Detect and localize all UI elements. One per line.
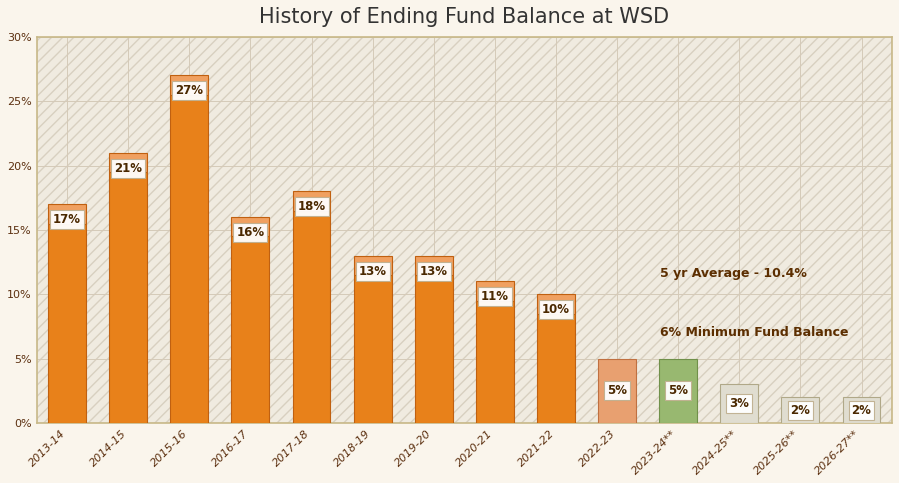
Text: 11%: 11% <box>481 290 509 303</box>
Text: 2%: 2% <box>790 404 810 417</box>
Bar <box>353 275 392 423</box>
Bar <box>37 37 892 423</box>
Bar <box>292 191 331 211</box>
Bar <box>414 256 453 275</box>
Bar <box>353 256 392 275</box>
Bar <box>720 384 758 423</box>
Bar <box>110 172 147 423</box>
Text: 21%: 21% <box>114 162 142 175</box>
Text: 27%: 27% <box>175 85 203 98</box>
Bar <box>49 224 86 423</box>
Bar <box>231 217 270 236</box>
Text: 13%: 13% <box>420 265 448 278</box>
Text: 17%: 17% <box>53 213 81 226</box>
Bar <box>231 236 270 423</box>
Bar <box>171 75 209 95</box>
Bar <box>842 398 880 423</box>
Bar <box>598 359 636 423</box>
Bar <box>537 313 574 423</box>
Title: History of Ending Fund Balance at WSD: History of Ending Fund Balance at WSD <box>259 7 670 27</box>
Bar <box>171 95 209 423</box>
Text: 2%: 2% <box>851 404 871 417</box>
Text: 3%: 3% <box>729 398 749 410</box>
Text: 18%: 18% <box>298 200 325 213</box>
Bar <box>781 398 819 423</box>
Bar <box>110 153 147 172</box>
Bar <box>659 359 697 423</box>
Text: 6% Minimum Fund Balance: 6% Minimum Fund Balance <box>660 327 849 340</box>
Bar <box>49 204 86 224</box>
Bar <box>537 294 574 313</box>
Bar <box>292 211 331 423</box>
Text: 13%: 13% <box>359 265 387 278</box>
Text: 10%: 10% <box>542 303 570 316</box>
Bar <box>476 282 514 301</box>
Bar <box>476 301 514 423</box>
Text: 5 yr Average - 10.4%: 5 yr Average - 10.4% <box>660 267 806 280</box>
Text: 5%: 5% <box>607 384 628 398</box>
Text: 16%: 16% <box>236 226 264 239</box>
Bar <box>414 275 453 423</box>
Text: 5%: 5% <box>668 384 688 398</box>
